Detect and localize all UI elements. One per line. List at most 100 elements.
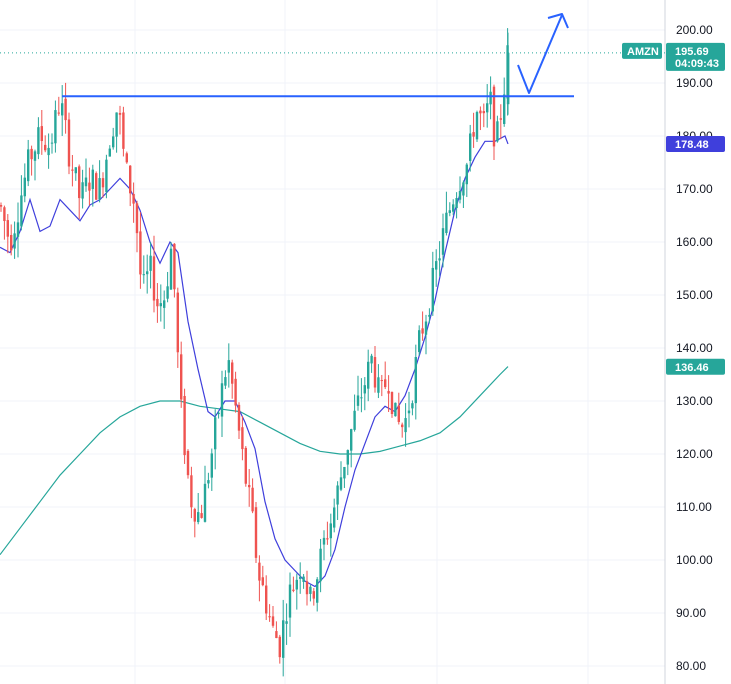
ma-short-line: [0, 135, 509, 588]
candle-body: [486, 103, 489, 113]
candle-body: [319, 548, 322, 582]
candle-body: [394, 402, 397, 417]
candle-body: [329, 523, 332, 539]
candle-body: [54, 110, 57, 144]
projection-arrow: [517, 14, 563, 94]
candle-body: [452, 204, 455, 212]
candle-body: [220, 383, 224, 417]
candle-body: [254, 507, 258, 558]
candle-body: [152, 256, 156, 301]
candle-body: [482, 111, 485, 114]
candle-body: [115, 112, 118, 137]
candle-body: [88, 182, 91, 191]
y-tick-label: 170.00: [676, 182, 713, 196]
candle-body: [316, 579, 319, 603]
candle-body: [244, 447, 247, 484]
countdown-timer: 04:09:43: [675, 58, 719, 70]
annotations: [0, 13, 665, 98]
candle-body: [108, 148, 111, 157]
candle-body: [475, 112, 479, 140]
candle-body: [499, 118, 502, 120]
candle-body: [401, 424, 404, 428]
candle-body: [210, 453, 213, 478]
candle-body: [237, 404, 241, 431]
candle-body: [445, 212, 448, 234]
candle-body: [227, 360, 230, 373]
candle-body: [37, 127, 40, 155]
candle-body: [186, 450, 190, 476]
candle-body: [397, 405, 400, 422]
candle-body: [125, 153, 128, 163]
y-tick-label: 100.00: [676, 553, 713, 567]
candle-body: [390, 391, 394, 415]
candle-body: [217, 412, 220, 415]
candle-body: [105, 159, 108, 192]
y-tick-label: 110.00: [676, 500, 712, 514]
candle-body: [176, 292, 179, 353]
y-tick-label: 90.00: [676, 606, 706, 620]
ma-short-tag-bg: [666, 136, 725, 153]
candle-body: [275, 631, 278, 639]
candle-body: [50, 142, 54, 144]
candle-body: [132, 193, 135, 204]
candle-body: [411, 403, 414, 409]
candle-body: [149, 255, 152, 271]
candle-body: [271, 616, 275, 626]
candle-body: [312, 591, 315, 599]
candle-body: [353, 410, 356, 430]
ma-long-tag-bg: [666, 358, 725, 375]
candle-body: [435, 261, 438, 270]
candle-body: [336, 485, 339, 505]
candle-body: [197, 512, 200, 523]
candle-body: [333, 507, 336, 528]
candle-body: [98, 178, 101, 200]
candle-body: [258, 562, 261, 581]
candle-body: [346, 450, 349, 465]
candle-body: [472, 132, 475, 137]
candle-body: [431, 267, 434, 312]
candle-body: [503, 94, 506, 124]
y-tick-label: 80.00: [676, 659, 706, 673]
candle-body: [384, 379, 387, 388]
candle-body: [492, 86, 496, 147]
candle-body: [91, 169, 94, 189]
candle-body: [156, 298, 159, 307]
candle-body: [299, 576, 302, 579]
candle-body: [190, 475, 193, 508]
y-tick-label: 200.00: [676, 23, 713, 37]
candle-body: [214, 417, 217, 450]
candle-body: [404, 418, 407, 433]
candle-body: [248, 485, 251, 488]
candle-body: [64, 98, 67, 121]
candle-body: [6, 220, 9, 237]
candle-body: [3, 207, 6, 222]
candle-body: [139, 231, 142, 275]
ma-short-series: [0, 135, 509, 588]
candle-body: [350, 429, 353, 451]
candle-body: [173, 243, 176, 290]
candle-body: [203, 483, 207, 522]
candle-body: [20, 195, 23, 227]
y-tick-label: 190.00: [676, 76, 713, 90]
candle-body: [180, 354, 183, 400]
y-tick-label: 120.00: [676, 447, 713, 461]
candle-body: [193, 509, 196, 522]
candle-body: [414, 357, 417, 404]
candle-body: [322, 537, 326, 545]
candle-body: [370, 355, 373, 364]
candle-body: [428, 314, 431, 317]
candle-body: [159, 303, 162, 307]
price-axis[interactable]: 200.00190.00180.00170.00160.00150.00140.…: [676, 23, 713, 673]
candle-body: [261, 577, 264, 586]
candle-body: [241, 427, 244, 450]
candle-body: [489, 91, 492, 105]
y-tick-label: 150.00: [676, 288, 713, 302]
candle-body: [479, 110, 482, 114]
candle-body: [40, 126, 43, 142]
candle-body-last: [506, 52, 510, 105]
candle-body: [142, 274, 145, 276]
grid: [0, 0, 666, 684]
candle-body: [295, 579, 298, 590]
